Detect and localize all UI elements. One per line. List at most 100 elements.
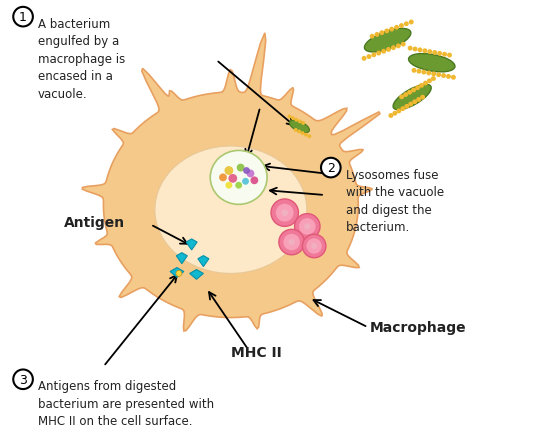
Circle shape	[271, 199, 299, 227]
Circle shape	[219, 174, 227, 182]
Circle shape	[283, 234, 300, 251]
Text: Lysosomes fuse
with the vacuole
and digest the
bacterium.: Lysosomes fuse with the vacuole and dige…	[345, 168, 444, 233]
Circle shape	[436, 73, 441, 78]
Circle shape	[426, 71, 431, 76]
Circle shape	[404, 105, 409, 110]
Circle shape	[307, 135, 311, 139]
Circle shape	[279, 230, 304, 255]
Circle shape	[304, 134, 308, 138]
Circle shape	[391, 46, 396, 51]
Circle shape	[431, 77, 436, 82]
Text: 2: 2	[327, 162, 335, 175]
Circle shape	[301, 122, 305, 126]
Circle shape	[276, 204, 294, 222]
Circle shape	[432, 51, 437, 56]
Circle shape	[243, 168, 250, 175]
Circle shape	[380, 31, 385, 36]
Circle shape	[302, 235, 326, 258]
Text: A bacterium
engulfed by a
macrophage is
encased in a
vacuole.: A bacterium engulfed by a macrophage is …	[38, 18, 125, 100]
Polygon shape	[82, 34, 380, 331]
Ellipse shape	[289, 121, 310, 134]
Polygon shape	[190, 270, 203, 280]
Circle shape	[422, 71, 426, 75]
Circle shape	[288, 115, 292, 119]
Circle shape	[304, 224, 311, 230]
Circle shape	[13, 8, 33, 28]
Polygon shape	[186, 240, 197, 251]
Circle shape	[298, 120, 302, 124]
Circle shape	[376, 51, 381, 57]
Circle shape	[225, 182, 232, 189]
Circle shape	[403, 93, 408, 98]
Circle shape	[294, 129, 298, 133]
Circle shape	[13, 370, 33, 389]
Circle shape	[381, 49, 386, 55]
Ellipse shape	[364, 29, 411, 53]
Circle shape	[288, 239, 295, 246]
Text: Antigen: Antigen	[64, 216, 125, 230]
Circle shape	[394, 26, 399, 31]
Circle shape	[301, 132, 305, 136]
Circle shape	[417, 70, 422, 74]
Text: Macrophage: Macrophage	[370, 321, 467, 335]
Circle shape	[399, 95, 404, 100]
Circle shape	[441, 74, 446, 79]
Circle shape	[392, 112, 397, 117]
Ellipse shape	[155, 147, 307, 274]
Polygon shape	[176, 253, 187, 264]
Circle shape	[297, 130, 301, 134]
Circle shape	[388, 114, 393, 119]
Circle shape	[225, 167, 233, 176]
Circle shape	[399, 24, 404, 29]
Polygon shape	[198, 256, 209, 267]
Circle shape	[176, 271, 182, 277]
Circle shape	[396, 44, 401, 49]
Circle shape	[412, 100, 417, 105]
Circle shape	[400, 107, 405, 112]
Circle shape	[409, 21, 413, 25]
Circle shape	[370, 35, 375, 39]
Circle shape	[299, 219, 316, 235]
Circle shape	[412, 69, 417, 74]
Circle shape	[237, 164, 245, 172]
Circle shape	[427, 79, 432, 84]
Circle shape	[451, 76, 456, 81]
Circle shape	[291, 117, 295, 121]
Circle shape	[423, 49, 428, 54]
Circle shape	[420, 95, 425, 100]
Circle shape	[431, 72, 436, 77]
Circle shape	[375, 33, 380, 38]
Circle shape	[242, 178, 249, 185]
Circle shape	[294, 214, 320, 240]
Circle shape	[428, 50, 432, 55]
Circle shape	[437, 52, 442, 57]
Circle shape	[281, 210, 288, 217]
Circle shape	[409, 102, 413, 107]
Circle shape	[407, 91, 412, 95]
Circle shape	[386, 48, 391, 53]
Circle shape	[367, 55, 372, 60]
Ellipse shape	[393, 85, 431, 110]
Circle shape	[415, 86, 420, 91]
Text: Antigens from digested
bacterium are presented with
MHC II on the cell surface.: Antigens from digested bacterium are pre…	[38, 379, 214, 427]
Polygon shape	[170, 268, 184, 278]
Circle shape	[404, 22, 409, 27]
Circle shape	[235, 182, 242, 189]
Circle shape	[442, 53, 447, 57]
Circle shape	[397, 109, 401, 114]
Circle shape	[384, 29, 390, 34]
Circle shape	[228, 175, 237, 184]
Circle shape	[411, 88, 416, 93]
Text: MHC II: MHC II	[231, 345, 282, 359]
Circle shape	[389, 28, 394, 32]
Circle shape	[401, 42, 406, 47]
Circle shape	[372, 53, 376, 58]
Circle shape	[417, 48, 422, 53]
Circle shape	[306, 239, 322, 254]
Circle shape	[407, 46, 412, 52]
Circle shape	[311, 244, 317, 249]
Circle shape	[416, 98, 421, 102]
Ellipse shape	[210, 151, 267, 205]
Circle shape	[250, 177, 258, 185]
Circle shape	[412, 47, 417, 52]
